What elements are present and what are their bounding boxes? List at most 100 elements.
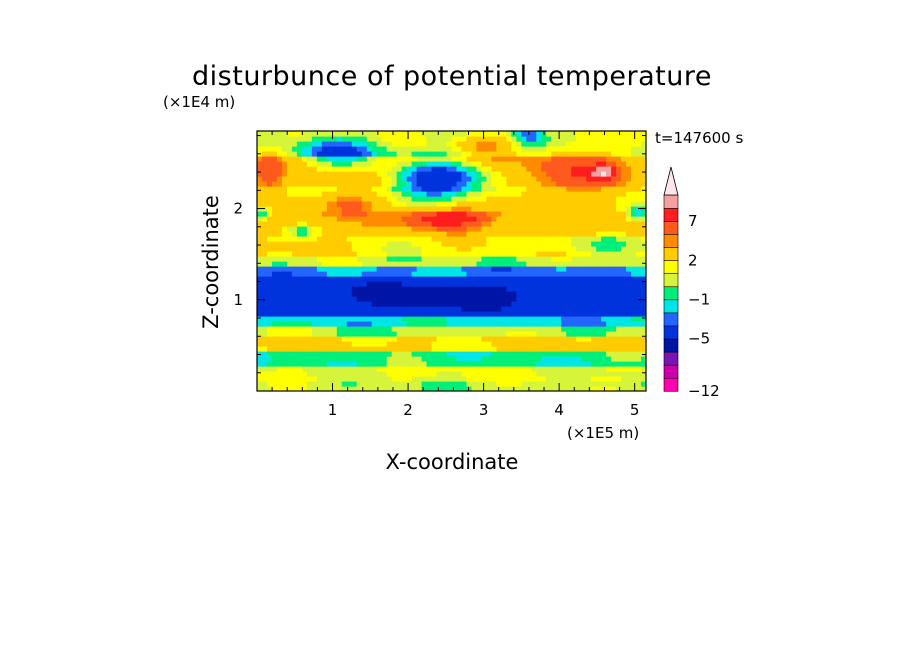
contour-cell bbox=[346, 271, 353, 277]
contour-cell bbox=[531, 151, 537, 157]
contour-cell bbox=[411, 191, 418, 197]
contour-cell bbox=[461, 326, 468, 332]
contour-cell bbox=[596, 211, 602, 217]
contour-cell bbox=[321, 346, 328, 352]
contour-cell bbox=[276, 251, 283, 257]
contour-cell bbox=[386, 226, 393, 232]
contour-cell bbox=[316, 201, 323, 207]
contour-cell bbox=[611, 321, 617, 327]
contour-cell bbox=[471, 381, 478, 387]
contour-cell bbox=[606, 221, 612, 227]
contour-cell bbox=[381, 381, 388, 387]
contour-cell bbox=[476, 256, 483, 262]
contour-cell bbox=[456, 271, 463, 277]
contour-cell bbox=[531, 326, 537, 332]
contour-cell bbox=[431, 186, 438, 192]
contour-cell bbox=[581, 361, 587, 367]
contour-cell bbox=[421, 361, 428, 367]
contour-cell bbox=[391, 156, 398, 162]
contour-cell bbox=[411, 146, 418, 152]
contour-cell bbox=[411, 231, 418, 237]
contour-cell bbox=[561, 321, 567, 327]
contour-cell bbox=[381, 311, 388, 317]
contour-cell bbox=[566, 161, 572, 167]
contour-cell bbox=[641, 221, 646, 227]
contour-cell bbox=[631, 276, 637, 282]
contour-cell bbox=[281, 206, 288, 212]
contour-cell bbox=[286, 161, 293, 167]
contour-cell bbox=[401, 251, 408, 257]
contour-cell bbox=[257, 176, 263, 182]
contour-cell bbox=[521, 336, 527, 342]
contour-cell bbox=[481, 236, 488, 242]
contour-cell bbox=[411, 316, 418, 322]
contour-cell bbox=[461, 381, 468, 387]
contour-cell bbox=[257, 146, 263, 152]
contour-cell bbox=[641, 316, 646, 322]
contour-cell bbox=[431, 316, 438, 322]
contour-cell bbox=[291, 296, 298, 302]
contour-cell bbox=[291, 166, 298, 172]
contour-cell bbox=[257, 301, 263, 307]
contour-cell bbox=[421, 176, 428, 182]
contour-cell bbox=[456, 201, 463, 207]
contour-cell bbox=[301, 361, 308, 367]
contour-cell bbox=[466, 216, 473, 222]
contour-cell bbox=[601, 226, 607, 232]
contour-cell bbox=[486, 251, 492, 257]
contour-cell bbox=[601, 131, 607, 137]
contour-cell bbox=[381, 356, 388, 362]
contour-cell bbox=[351, 326, 358, 332]
contour-cell bbox=[621, 256, 627, 262]
contour-cell bbox=[606, 316, 612, 322]
contour-cell bbox=[446, 186, 453, 192]
contour-cell bbox=[636, 321, 642, 327]
contour-cell bbox=[291, 226, 298, 232]
contour-cell bbox=[336, 251, 343, 257]
contour-cell bbox=[436, 176, 443, 182]
contour-cell bbox=[441, 321, 448, 327]
contour-cell bbox=[466, 136, 473, 142]
contour-cell bbox=[531, 241, 537, 247]
contour-cell bbox=[257, 191, 263, 197]
contour-cell bbox=[511, 356, 517, 362]
contour-cell bbox=[536, 151, 542, 157]
contour-cell bbox=[606, 146, 612, 152]
contour-cell bbox=[571, 351, 577, 357]
contour-cell bbox=[531, 316, 537, 322]
contour-cell bbox=[281, 141, 288, 147]
contour-cell bbox=[296, 321, 303, 327]
contour-cell bbox=[601, 156, 607, 162]
contour-cell bbox=[346, 221, 353, 227]
contour-cell bbox=[496, 171, 502, 177]
contour-cell bbox=[516, 141, 522, 147]
contour-cell bbox=[316, 196, 323, 202]
contour-cell bbox=[566, 171, 572, 177]
contour-cell bbox=[611, 336, 617, 342]
contour-cell bbox=[581, 236, 587, 242]
contour-cell bbox=[316, 331, 323, 337]
contour-cell bbox=[301, 171, 308, 177]
contour-cell bbox=[316, 306, 323, 312]
contour-cell bbox=[471, 181, 478, 187]
contour-cell bbox=[361, 361, 368, 367]
contour-cell bbox=[481, 161, 488, 167]
contour-cell bbox=[336, 271, 343, 277]
contour-cell bbox=[476, 226, 483, 232]
contour-cell bbox=[356, 346, 363, 352]
contour-cell bbox=[386, 216, 393, 222]
contour-cell bbox=[391, 386, 398, 391]
contour-cell bbox=[526, 316, 532, 322]
contour-cell bbox=[341, 331, 348, 337]
contour-cell bbox=[566, 151, 572, 157]
contour-cell bbox=[486, 346, 492, 352]
contour-cell bbox=[576, 186, 582, 192]
contour-cell bbox=[257, 281, 263, 287]
contour-cell bbox=[556, 176, 562, 182]
contour-cell bbox=[396, 341, 403, 347]
contour-cell bbox=[591, 321, 597, 327]
contour-cell bbox=[421, 256, 428, 262]
contour-cell bbox=[326, 336, 333, 342]
contour-cell bbox=[641, 216, 646, 222]
contour-cell bbox=[576, 166, 582, 172]
